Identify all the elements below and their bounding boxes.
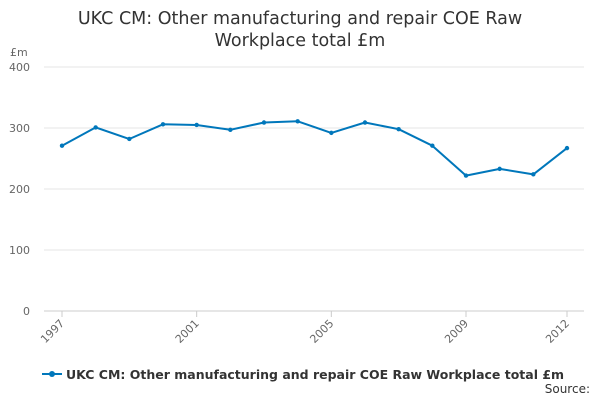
legend-line-marker-icon bbox=[42, 368, 62, 380]
data-point bbox=[59, 143, 65, 148]
series-group bbox=[59, 119, 570, 178]
data-point bbox=[564, 145, 570, 151]
data-point bbox=[329, 130, 334, 136]
x-tick-label: 2005 bbox=[307, 317, 336, 346]
data-point bbox=[93, 125, 98, 130]
data-point bbox=[396, 127, 401, 132]
series-line bbox=[61, 120, 568, 177]
x-tick-label: 2001 bbox=[173, 317, 202, 346]
data-point bbox=[194, 122, 199, 128]
data-point bbox=[127, 136, 132, 142]
legend-label: UKC CM: Other manufacturing and repair C… bbox=[66, 366, 565, 382]
y-tick-label: 0 bbox=[23, 305, 30, 318]
x-axis: 1997 2001 2005 2009 2012 bbox=[38, 311, 572, 346]
gridlines bbox=[44, 66, 584, 312]
y-tick-label: 400 bbox=[9, 61, 30, 74]
chart-title: UKC CM: Other manufacturing and repair C… bbox=[0, 8, 600, 52]
source-label: Source: bbox=[544, 382, 590, 396]
y-axis-unit-label: £m bbox=[10, 46, 28, 59]
data-point bbox=[362, 120, 368, 125]
data-point bbox=[228, 127, 233, 133]
data-point bbox=[497, 166, 502, 172]
y-tick-label: 300 bbox=[9, 122, 30, 135]
data-point bbox=[463, 173, 469, 178]
data-point bbox=[295, 119, 300, 124]
x-tick-label: 2009 bbox=[442, 317, 471, 346]
y-tick-label: 100 bbox=[9, 244, 30, 257]
x-tick-label: 1997 bbox=[38, 317, 67, 346]
data-point bbox=[160, 122, 166, 127]
chart-title-line-1: UKC CM: Other manufacturing and repair C… bbox=[77, 9, 523, 29]
y-tick-label: 200 bbox=[9, 183, 30, 196]
data-point bbox=[430, 143, 435, 148]
data-point bbox=[531, 172, 536, 177]
y-axis-ticks: 0 100 200 300 400 bbox=[9, 61, 30, 318]
x-tick-label: 2012 bbox=[543, 317, 572, 346]
data-point bbox=[261, 120, 267, 125]
chart-title-line-2: Workplace total £m bbox=[214, 31, 386, 51]
legend[interactable]: UKC CM: Other manufacturing and repair C… bbox=[42, 365, 564, 383]
